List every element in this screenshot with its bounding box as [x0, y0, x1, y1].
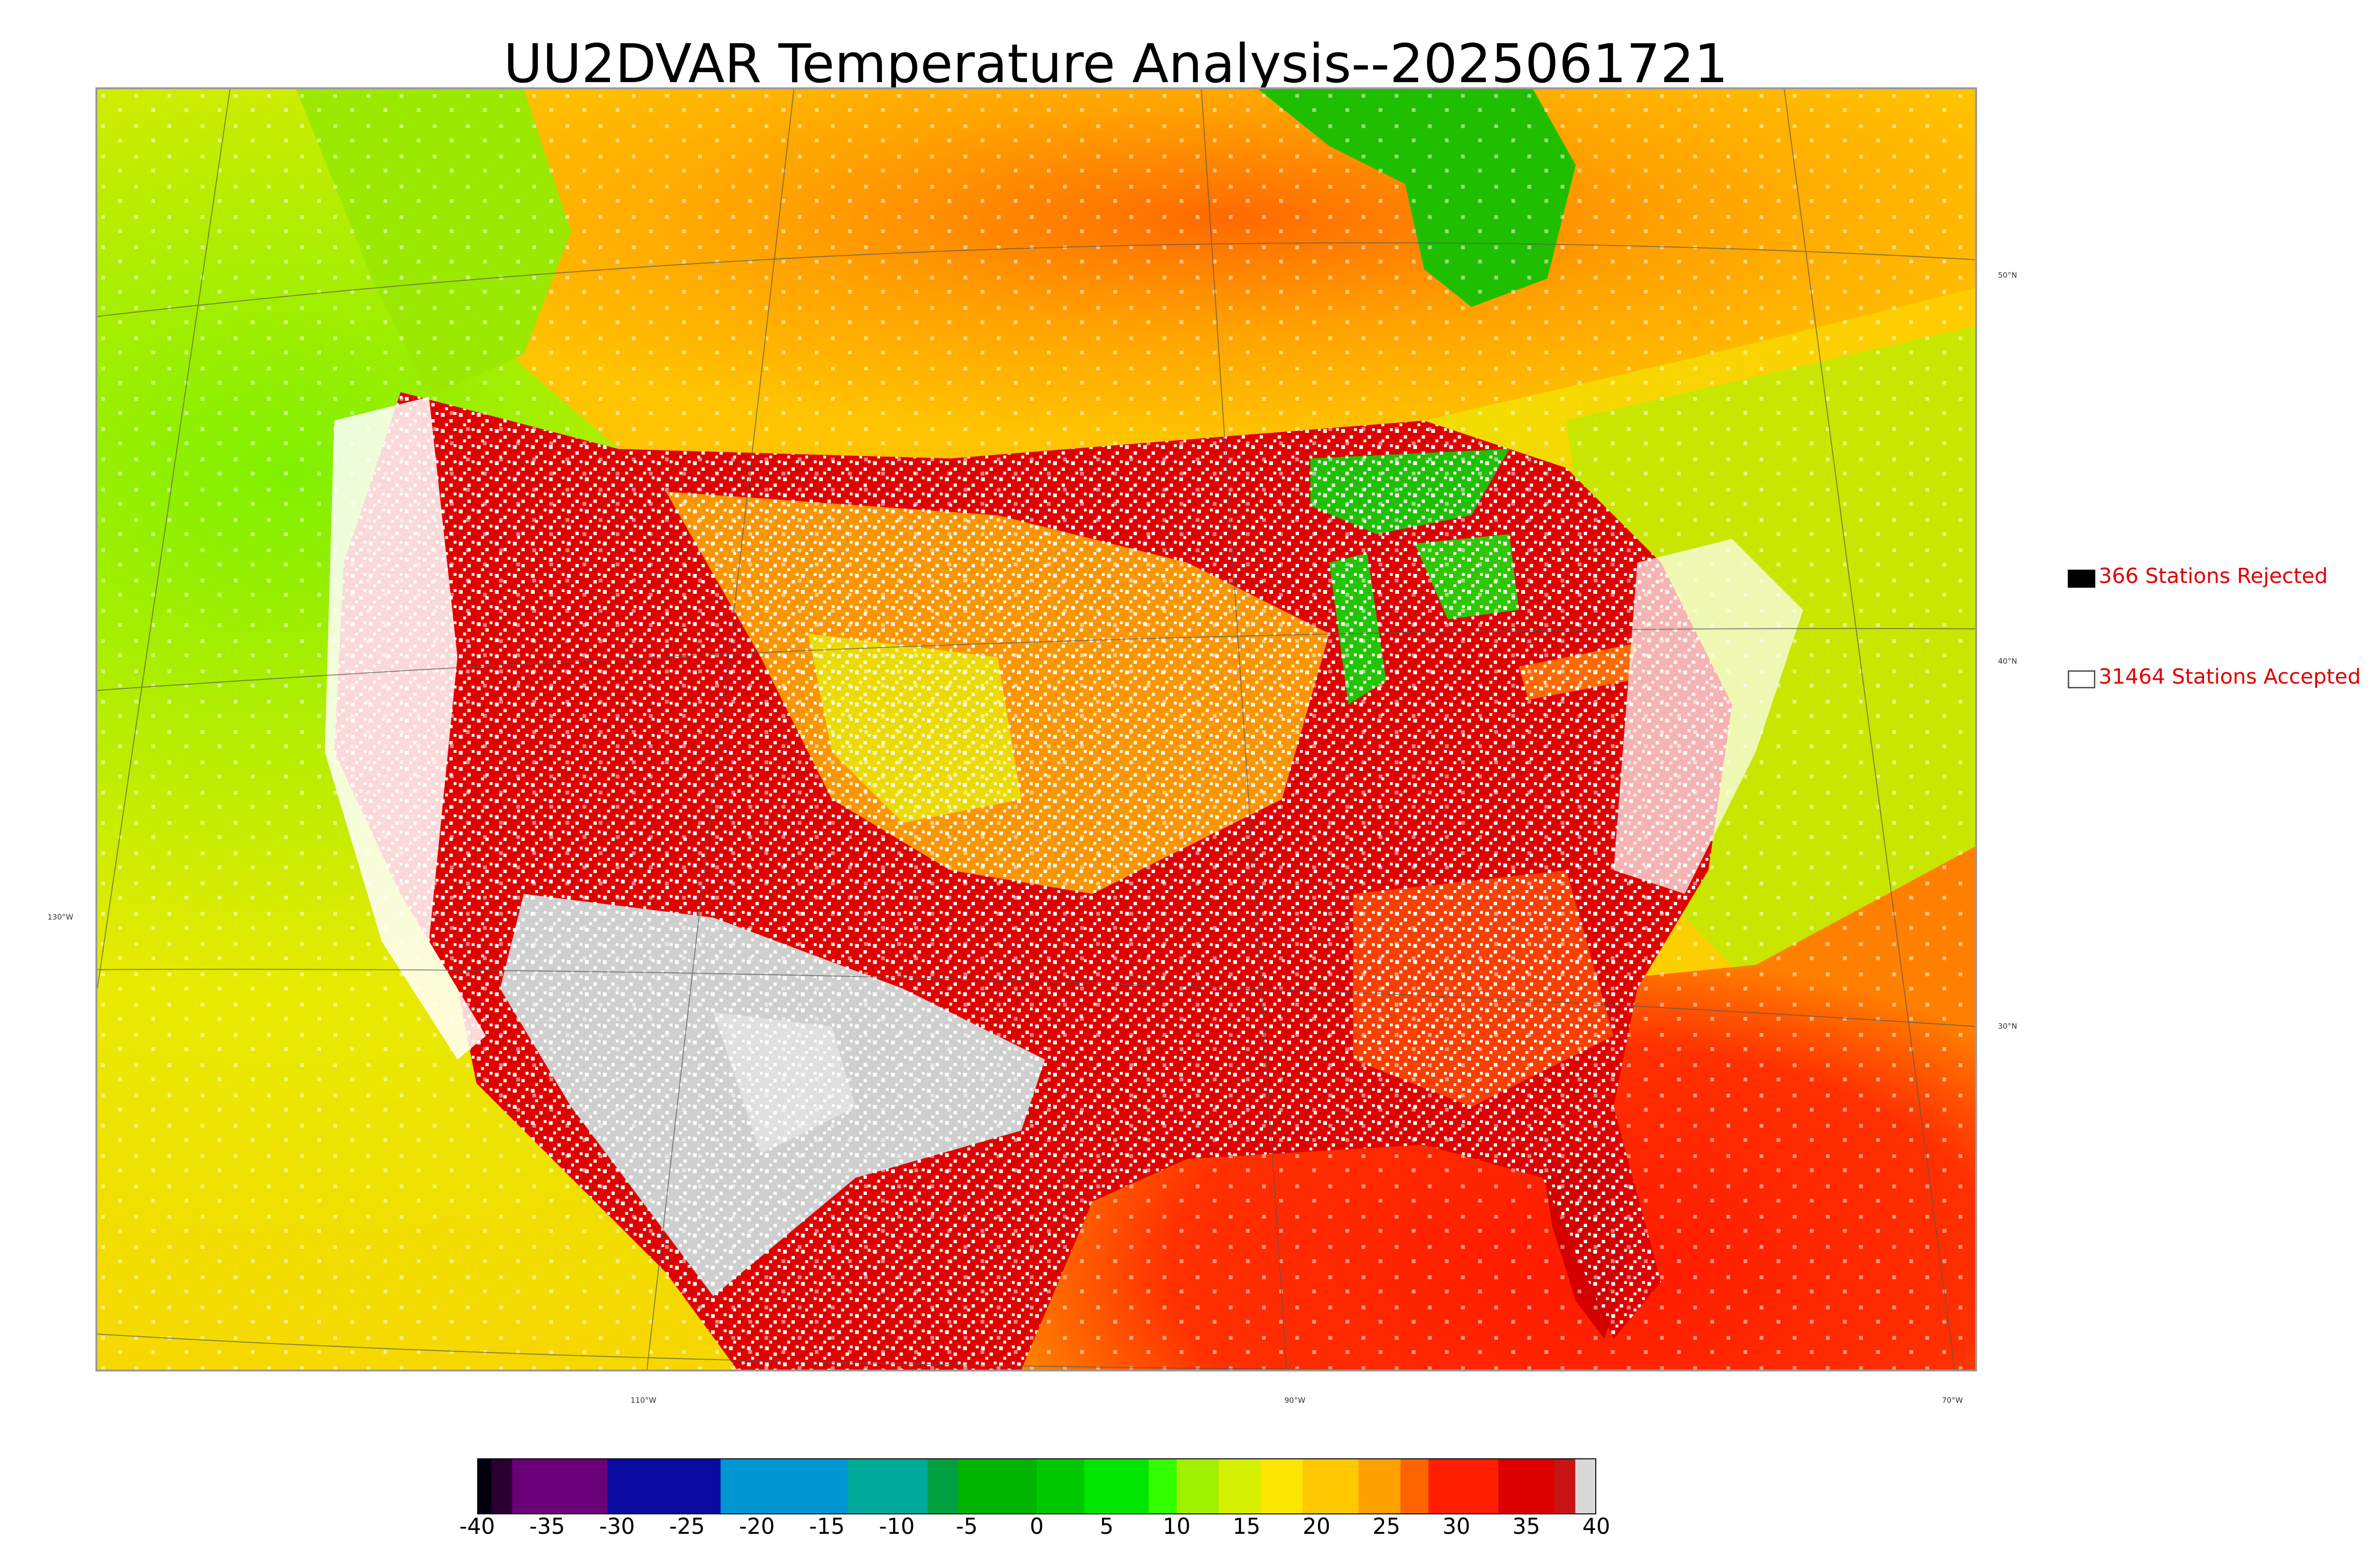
colorbar-segment — [1428, 1458, 1499, 1514]
rejected-label: 366 Stations Rejected — [2099, 564, 2328, 588]
colorbar-segment — [1575, 1458, 1596, 1514]
colorbar-tick-label: -35 — [529, 1513, 565, 1539]
temperature-map[interactable]: 50°N 40°N 30°N — [95, 87, 1977, 1371]
colorbar-tick-label: -25 — [669, 1513, 705, 1539]
colorbar-tick-label: 10 — [1162, 1513, 1191, 1539]
colorbar-segment — [491, 1458, 513, 1514]
colorbar-segment — [1498, 1458, 1555, 1514]
lat-label-30n-outer: 30°N — [1998, 1022, 2017, 1031]
colorbar-segment — [1084, 1458, 1149, 1514]
colorbar-segment — [512, 1458, 608, 1514]
colorbar-tick-label: 35 — [1512, 1513, 1540, 1539]
colorbar-tick-label: -15 — [809, 1513, 845, 1539]
colorbar-segment — [1302, 1458, 1359, 1514]
lon-label-90w: 90°W — [1284, 1396, 1306, 1405]
colorbar-segment — [1218, 1458, 1261, 1514]
lat-label-50n-outer: 50°N — [1998, 271, 2017, 280]
colorbar-tick-label: 15 — [1233, 1513, 1261, 1539]
colorbar-tick-label: 20 — [1302, 1513, 1331, 1539]
accepted-swatch — [2068, 670, 2095, 688]
colorbar-tick-label: -20 — [739, 1513, 775, 1539]
colorbar-segment — [848, 1458, 928, 1514]
colorbar-segment — [477, 1458, 491, 1514]
colorbar-tick-label: -30 — [599, 1513, 635, 1539]
colorbar-segment — [1554, 1458, 1576, 1514]
colorbar-tick-label: -40 — [459, 1513, 495, 1539]
colorbar-tick-label: 25 — [1372, 1513, 1401, 1539]
colorbar-segment — [1260, 1458, 1303, 1514]
colorbar-segment — [1036, 1458, 1085, 1514]
accepted-label: 31464 Stations Accepted — [2099, 665, 2361, 689]
temperature-field — [97, 89, 1975, 1370]
colorbar-tick-label: 40 — [1582, 1513, 1611, 1539]
colorbar-segment — [958, 1458, 1037, 1514]
colorbar-segment — [1149, 1458, 1177, 1514]
colorbar-segment — [1177, 1458, 1219, 1514]
colorbar-segment — [720, 1458, 848, 1514]
colorbar-segment — [1400, 1458, 1429, 1514]
colorbar-tick-label: 30 — [1442, 1513, 1470, 1539]
rejected-swatch — [2068, 570, 2095, 588]
colorbar — [477, 1458, 1596, 1514]
colorbar-segment — [1358, 1458, 1401, 1514]
colorbar-tick-label: 5 — [1100, 1513, 1114, 1539]
colorbar-tick-label: -10 — [879, 1513, 915, 1539]
colorbar-segment — [927, 1458, 959, 1514]
colorbar-tick-label: -5 — [956, 1513, 978, 1539]
map-title: UU2DVAR Temperature Analysis--2025061721 — [503, 33, 1728, 95]
colorbar-segment — [607, 1458, 721, 1514]
lon-label-110w: 110°W — [631, 1396, 657, 1405]
lon-label-70w: 70°W — [1942, 1396, 1963, 1405]
colorbar-tick-label: 0 — [1029, 1513, 1044, 1539]
lon-label-130w: 130°W — [47, 912, 74, 921]
lat-label-40n-outer: 40°N — [1998, 657, 2017, 666]
